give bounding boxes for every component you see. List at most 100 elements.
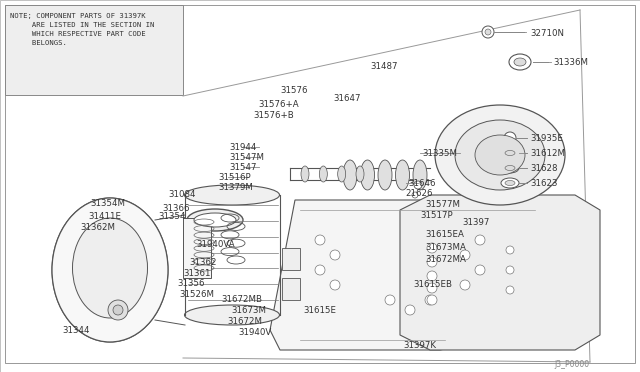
Circle shape [412,192,418,198]
Text: 31672MB: 31672MB [221,295,262,304]
Ellipse shape [319,166,327,182]
Text: J3_P0000: J3_P0000 [555,360,590,369]
Text: 31516P: 31516P [218,173,251,182]
Circle shape [405,305,415,315]
Polygon shape [270,200,560,350]
Text: 31647: 31647 [333,94,360,103]
Ellipse shape [501,178,519,188]
Circle shape [506,286,514,294]
Ellipse shape [72,218,147,318]
Text: 31940VA: 31940VA [196,240,235,249]
Ellipse shape [505,180,515,186]
Ellipse shape [184,305,280,325]
Ellipse shape [501,148,519,158]
Bar [5,5,183,95]
Text: 31411E: 31411E [88,212,121,221]
Text: 31344: 31344 [62,326,90,335]
Text: 31366: 31366 [162,204,189,213]
Ellipse shape [435,105,565,205]
Circle shape [475,235,485,245]
Text: NOTE; COMPONENT PARTS OF 31397K
     ARE LISTED IN THE SECTION IN
     WHICH RES: NOTE; COMPONENT PARTS OF 31397K ARE LIST… [10,13,154,46]
Circle shape [506,266,514,274]
Circle shape [315,235,325,245]
Ellipse shape [356,166,364,182]
Bar [183,218,211,278]
Ellipse shape [187,209,243,231]
Text: 31672MA: 31672MA [425,255,466,264]
Text: 31084: 31084 [168,190,195,199]
Text: 31623: 31623 [530,179,557,188]
Text: 31673M: 31673M [231,306,266,315]
Ellipse shape [514,58,526,66]
Ellipse shape [52,198,168,342]
Text: 31354M: 31354M [90,199,125,208]
Ellipse shape [413,160,427,190]
Ellipse shape [505,166,515,170]
Text: 31940V: 31940V [238,328,271,337]
Text: 31615E: 31615E [303,306,336,315]
Ellipse shape [378,160,392,190]
Circle shape [460,280,470,290]
Bar [282,248,300,270]
Circle shape [330,250,340,260]
Text: 31397: 31397 [462,218,490,227]
Circle shape [485,29,491,35]
Circle shape [427,283,437,293]
Text: 31361: 31361 [183,269,211,278]
Ellipse shape [455,120,545,190]
Text: 31397K: 31397K [403,341,436,350]
Circle shape [482,26,494,38]
Text: 31379M: 31379M [218,183,253,192]
Text: 31487: 31487 [370,62,397,71]
Circle shape [506,246,514,254]
Circle shape [427,271,437,281]
Text: 31577M: 31577M [425,200,460,209]
Circle shape [427,243,437,253]
Text: 31615EA: 31615EA [425,230,464,239]
Bar [282,278,300,300]
Text: 31576+A: 31576+A [258,100,299,109]
Text: 21626: 21626 [405,189,433,198]
Circle shape [315,265,325,275]
Text: 31576: 31576 [280,86,307,95]
Text: 31356: 31356 [177,279,205,288]
Text: 31576+B: 31576+B [253,111,294,120]
Circle shape [385,295,395,305]
Text: 31935E: 31935E [530,134,563,143]
Text: 31612M: 31612M [530,149,565,158]
Circle shape [425,295,435,305]
Ellipse shape [396,160,410,190]
Ellipse shape [301,166,309,182]
Circle shape [460,250,470,260]
Text: 31646: 31646 [408,179,435,188]
Ellipse shape [343,160,357,190]
Text: 31615EB: 31615EB [413,280,452,289]
Text: 31362M: 31362M [80,223,115,232]
Circle shape [414,181,422,189]
Circle shape [113,305,123,315]
Text: 31672M: 31672M [227,317,262,326]
Ellipse shape [475,135,525,175]
Polygon shape [400,195,600,350]
Ellipse shape [338,166,346,182]
Text: 31547M: 31547M [229,153,264,162]
Text: 31354: 31354 [158,212,186,221]
Ellipse shape [360,160,374,190]
Polygon shape [52,198,168,342]
Text: 31526M: 31526M [179,290,214,299]
Text: 31336M: 31336M [553,58,588,67]
Circle shape [108,300,128,320]
Text: 31628: 31628 [530,164,557,173]
Text: 31517P: 31517P [420,211,452,220]
Ellipse shape [194,213,236,227]
Circle shape [504,132,516,144]
Ellipse shape [509,54,531,70]
Circle shape [427,295,437,305]
Ellipse shape [505,151,515,155]
Ellipse shape [184,185,280,205]
Circle shape [475,265,485,275]
Text: 31362: 31362 [189,258,216,267]
Ellipse shape [501,163,519,173]
Text: 32710N: 32710N [530,29,564,38]
Circle shape [427,257,437,267]
